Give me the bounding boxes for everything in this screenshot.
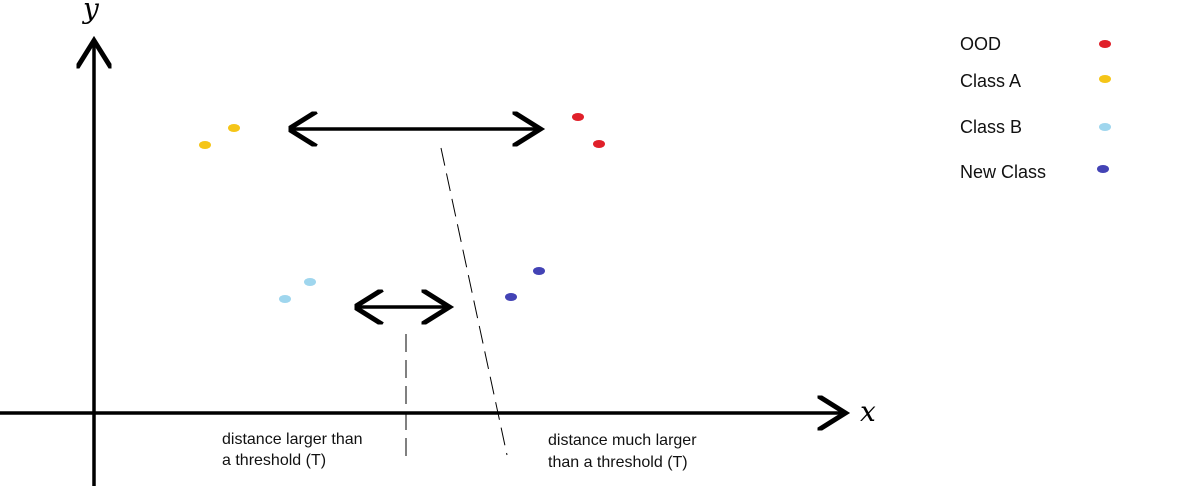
legend: OOD Class A Class B New Class (960, 34, 1111, 182)
new-class-point (505, 293, 517, 301)
new-class-points (505, 267, 545, 301)
class-a-point (228, 124, 240, 132)
legend-label: OOD (960, 34, 1001, 54)
legend-swatch (1099, 40, 1111, 48)
class-a-point (199, 141, 211, 149)
legend-label: Class B (960, 117, 1022, 137)
class-b-points (279, 278, 316, 303)
legend-item-new-class: New Class (960, 162, 1109, 182)
x-axis-label: x (860, 395, 876, 428)
legend-swatch (1099, 123, 1111, 131)
legend-label: New Class (960, 162, 1046, 182)
ood-points (572, 113, 605, 148)
threshold-annotation-line1: distance larger than (222, 431, 363, 448)
legend-item-ood: OOD (960, 34, 1111, 54)
y-axis-label: y (81, 0, 100, 25)
large-threshold-annotation: distance much larger than a threshold (T… (548, 432, 697, 471)
large-threshold-annotation-line2: than a threshold (T) (548, 454, 688, 471)
ood-point (593, 140, 605, 148)
legend-label: Class A (960, 71, 1021, 91)
class-b-point (279, 295, 291, 303)
legend-swatch (1099, 75, 1111, 83)
axes: x y (0, 0, 876, 486)
large-distance-leader-line (440, 147, 508, 456)
class-a-points (199, 124, 240, 149)
threshold-annotation: distance larger than a threshold (T) (222, 431, 363, 469)
legend-swatch (1097, 165, 1109, 173)
ood-point (572, 113, 584, 121)
legend-item-class-a: Class A (960, 71, 1111, 91)
large-threshold-annotation-line1: distance much larger (548, 432, 697, 449)
threshold-annotation-line2: a threshold (T) (222, 452, 326, 469)
class-b-point (304, 278, 316, 286)
legend-item-class-b: Class B (960, 117, 1111, 137)
new-class-point (533, 267, 545, 275)
